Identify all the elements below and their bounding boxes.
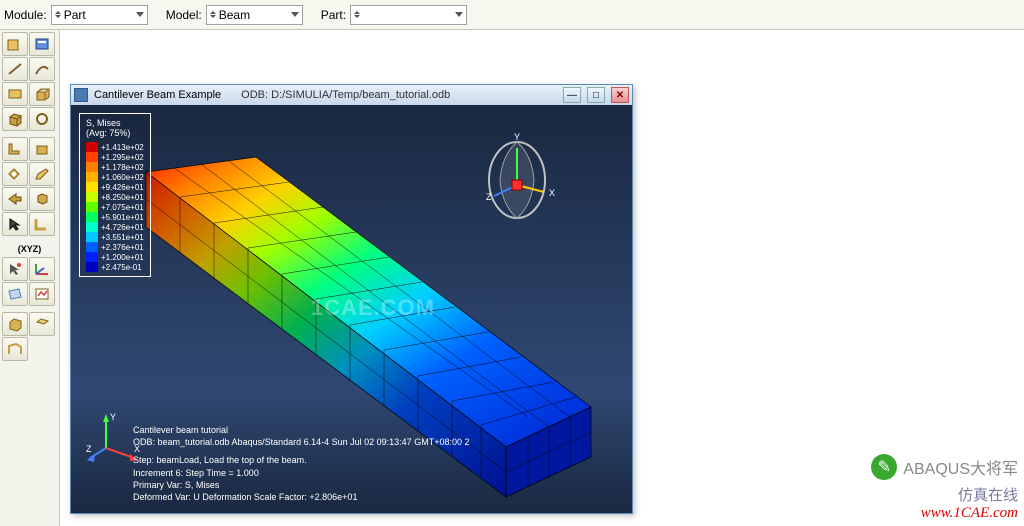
legend-row: +7.075e+01 [86,202,144,212]
minimize-button[interactable]: — [563,87,581,103]
legend: S, Mises (Avg: 75%) +1.413e+02+1.295e+02… [79,113,151,277]
legend-row: +1.178e+02 [86,162,144,172]
rect-tool-icon[interactable] [2,82,28,106]
window-title-right: ODB: D:/SIMULIA/Temp/beam_tutorial.odb [241,89,450,101]
model-select[interactable]: Beam [206,5,303,25]
svg-text:Y: Y [514,132,520,142]
legend-row: +8.250e+01 [86,192,144,202]
extrude-l-icon[interactable] [2,137,28,161]
shell-tool-icon[interactable] [29,312,55,336]
circle-tool-icon[interactable] [29,107,55,131]
signature: ✎ABAQUS大将军 仿真在线 www.1CAE.com [871,454,1018,522]
maximize-button[interactable]: □ [587,87,605,103]
arrow-l-icon[interactable] [2,187,28,211]
create-part-icon[interactable] [2,32,28,56]
info-block: Cantilever beam tutorial ODB: beam_tutor… [133,424,469,503]
svg-text:Y: Y [110,412,116,422]
svg-text:Z: Z [486,192,492,202]
toolbox: (XYZ) [0,30,60,526]
line-tool-icon[interactable] [2,57,28,81]
legend-row: +1.413e+02 [86,142,144,152]
legend-row: +2.475e-01 [86,262,144,272]
cube-tool-icon[interactable] [2,107,28,131]
canvas-area: Cantilever Beam Example ODB: D:/SIMULIA/… [60,30,1024,526]
box-tool-icon[interactable] [29,82,55,106]
titlebar[interactable]: Cantilever Beam Example ODB: D:/SIMULIA/… [71,85,632,105]
part-manager-icon[interactable] [29,32,55,56]
legend-row: +3.551e+01 [86,232,144,242]
results-window: Cantilever Beam Example ODB: D:/SIMULIA/… [70,84,633,514]
legend-header: S, Mises (Avg: 75%) [86,118,144,138]
legend-row: +1.295e+02 [86,152,144,162]
cut-tool-icon[interactable] [2,162,28,186]
pointer3d-icon[interactable] [2,257,28,281]
legend-row: +5.901e+01 [86,212,144,222]
chart-tool-icon[interactable] [29,282,55,306]
arc-tool-icon[interactable] [29,57,55,81]
legend-row: +4.726e+01 [86,222,144,232]
axis-tool-icon[interactable] [29,257,55,281]
watermark: 1CAE.COM [311,295,435,321]
corner-tool-icon[interactable] [29,212,55,236]
model-label: Model: [166,8,202,22]
legend-row: +1.060e+02 [86,172,144,182]
svg-text:Z: Z [86,444,92,454]
close-button[interactable]: ✕ [611,87,629,103]
wire-tool-icon[interactable] [2,337,28,361]
part-label: Part: [321,8,346,22]
plane-tool-icon[interactable] [2,282,28,306]
cube-solid-icon[interactable] [2,312,28,336]
window-icon [74,88,88,102]
svg-text:X: X [549,188,555,198]
pointer-tool-icon[interactable] [2,212,28,236]
module-label: Module: [4,8,47,22]
wechat-icon: ✎ [871,454,897,480]
part-select[interactable] [350,5,467,25]
viewport[interactable]: S, Mises (Avg: 75%) +1.413e+02+1.295e+02… [71,105,632,513]
legend-row: +1.200e+01 [86,252,144,262]
module-select[interactable]: Part [51,5,148,25]
window-title-left: Cantilever Beam Example [94,89,221,101]
cube3-tool-icon[interactable] [29,187,55,211]
top-toolbar: Module: Part Model: Beam Part: [0,0,1024,30]
legend-row: +2.376e+01 [86,242,144,252]
xyz-label: (XYZ) [2,242,57,256]
extrude-box-icon[interactable] [29,137,55,161]
legend-row: +9.426e+01 [86,182,144,192]
pencil-icon[interactable] [29,162,55,186]
orientation-triad[interactable]: Y X Z [472,130,562,225]
